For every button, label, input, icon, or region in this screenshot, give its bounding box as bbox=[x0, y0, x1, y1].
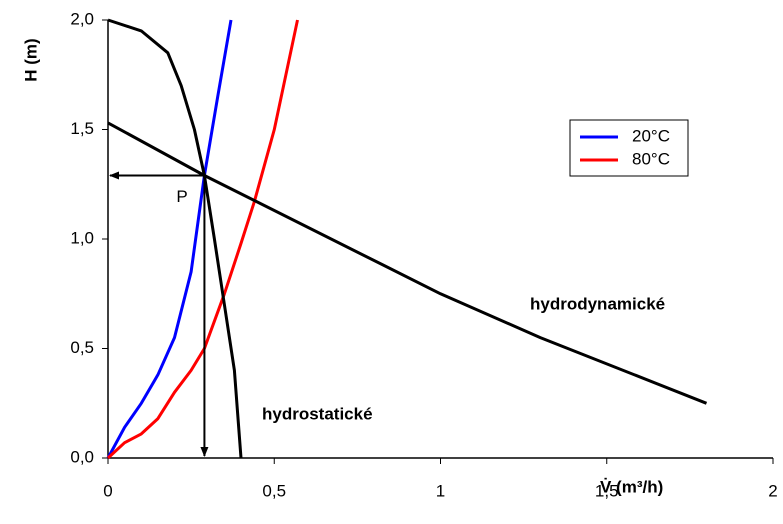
point-label: P bbox=[176, 187, 187, 206]
curve-label: hydrostatické bbox=[262, 404, 373, 423]
y-tick-label: 0,5 bbox=[70, 338, 94, 357]
x-axis-label: V̇ (m³/h) bbox=[600, 477, 663, 496]
line bbox=[106, 19, 233, 459]
x-tick-label: 0,5 bbox=[262, 481, 286, 500]
y-tick-label: 2,0 bbox=[70, 9, 94, 28]
line bbox=[106, 19, 299, 460]
legend-label: 20°C bbox=[632, 126, 670, 145]
x-tick-label: 2 bbox=[768, 481, 777, 500]
x-tick-label: 1 bbox=[436, 481, 445, 500]
legend bbox=[569, 119, 689, 177]
curve-label: hydrodynamické bbox=[530, 294, 665, 313]
y-axis-label: H (m) bbox=[21, 38, 40, 81]
x-tick-label: 1,5 bbox=[595, 481, 619, 500]
x-tick-label: 0 bbox=[103, 481, 112, 500]
y-tick-label: 0,0 bbox=[70, 447, 94, 466]
legend-label: 80°C bbox=[632, 149, 670, 168]
y-tick-label: 1,0 bbox=[70, 228, 94, 247]
line bbox=[107, 121, 708, 405]
y-tick-label: 1,5 bbox=[70, 119, 94, 138]
